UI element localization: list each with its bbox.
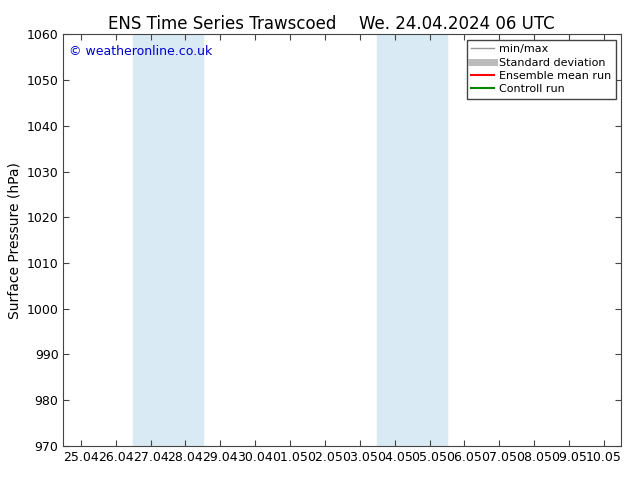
Y-axis label: Surface Pressure (hPa): Surface Pressure (hPa) [7,162,21,318]
Text: © weatheronline.co.uk: © weatheronline.co.uk [69,45,212,58]
Bar [133,34,203,446]
Legend: min/max, Standard deviation, Ensemble mean run, Controll run: min/max, Standard deviation, Ensemble me… [467,40,616,99]
Text: ENS Time Series Trawscoed: ENS Time Series Trawscoed [108,15,336,33]
Bar [377,34,447,446]
Text: We. 24.04.2024 06 UTC: We. 24.04.2024 06 UTC [359,15,554,33]
